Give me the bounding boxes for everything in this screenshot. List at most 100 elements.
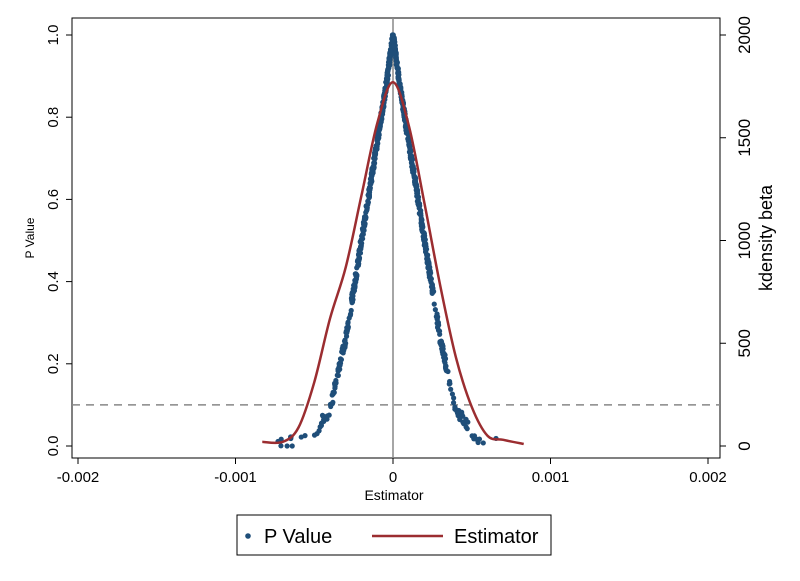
estimator-line-layer [262, 81, 524, 446]
p-value-point [415, 201, 421, 207]
p-value-point [394, 60, 400, 66]
p-value-point [429, 282, 435, 289]
p-value-point [392, 51, 398, 57]
y-tick-label: 0.8 [45, 107, 62, 128]
p-value-point [360, 231, 366, 238]
reference-lines [72, 18, 720, 458]
p-value-point [454, 410, 461, 416]
p-value-point [338, 357, 345, 363]
estimator-line [262, 81, 524, 446]
y-tick-label: 0.4 [45, 271, 62, 292]
p-value-point [318, 420, 325, 426]
p-value-point [374, 146, 380, 152]
p-value-point [330, 389, 336, 395]
p-value-point [302, 433, 308, 439]
y2-tick-label: 1500 [735, 119, 754, 157]
p-value-point [422, 233, 428, 239]
p-value-point [447, 380, 453, 387]
p-value-point [425, 256, 431, 263]
p-value-point [413, 182, 420, 188]
p-value-point [416, 205, 422, 211]
p-value-point [387, 61, 393, 67]
p-value-point [371, 164, 377, 170]
p-value-point [418, 215, 424, 221]
p-value-point [440, 343, 446, 349]
y2-tick-label: 1000 [735, 222, 754, 260]
p-value-point [409, 167, 416, 173]
p-value-point [386, 57, 392, 63]
p-value-point [311, 432, 318, 438]
y-tick-label: 0.2 [45, 353, 62, 374]
p-value-point [353, 274, 360, 280]
p-value-point [342, 337, 348, 343]
y-tick-label: 0.0 [45, 436, 62, 457]
x-tick-label: 0.002 [689, 469, 727, 486]
p-value-point [372, 156, 378, 162]
p-value-point [334, 372, 340, 378]
p-value-point [335, 366, 341, 372]
p-value-point [328, 403, 334, 410]
p-value-point [347, 312, 353, 318]
p-value-point [415, 195, 421, 201]
p-value-point [349, 298, 355, 304]
p-value-point [457, 416, 463, 423]
p-value-point [442, 356, 449, 362]
x-axis-title: Estimator [364, 487, 423, 503]
p-value-point [449, 391, 455, 397]
x-axis: -0.002 -0.001 0 0.001 0.002 [57, 458, 727, 486]
p-value-point [459, 409, 465, 415]
p-value-point [421, 237, 427, 244]
p-value-point [419, 222, 425, 228]
p-value-point [385, 66, 391, 72]
p-value-point [332, 380, 338, 386]
p-value-point [375, 131, 381, 137]
p-value-point [480, 440, 486, 446]
x-tick-label: 0 [389, 469, 397, 486]
p-value-point [450, 400, 457, 406]
p-value-point [425, 264, 431, 270]
p-value-point [391, 43, 397, 49]
p-value-point [356, 251, 362, 257]
legend: P Value Estimator [236, 514, 552, 556]
p-value-point [417, 210, 424, 216]
p-value-point [396, 81, 402, 87]
p-value-point [368, 170, 375, 176]
p-value-point [384, 72, 390, 78]
legend-label-estimator: Estimator [454, 526, 539, 548]
legend-marker-p-value [245, 533, 251, 539]
p-value-point [378, 119, 384, 125]
p-value-point [316, 428, 322, 434]
p-value-point [360, 236, 366, 242]
p-value-point [365, 199, 371, 205]
p-value-point [438, 339, 445, 345]
p-value-point [389, 32, 396, 38]
p-value-point [436, 322, 442, 328]
x-tick-label: -0.002 [57, 469, 100, 486]
p-value-point [429, 290, 435, 296]
p-value-point [405, 138, 411, 144]
p-value-point [321, 414, 327, 420]
y-axis-title: P Value [23, 217, 37, 258]
x-tick-label: 0.001 [532, 469, 570, 486]
p-value-point [452, 406, 458, 412]
p-value-point [361, 221, 368, 227]
p-value-point [339, 347, 345, 354]
p-value-point [278, 443, 284, 449]
p-value-point [368, 175, 374, 181]
p-value-point [375, 135, 381, 141]
p-value-point [409, 157, 415, 163]
p-value-point [412, 175, 418, 181]
p-value-point [361, 214, 368, 220]
p-value-point [396, 71, 402, 78]
y2-tick-label: 2000 [735, 16, 754, 54]
p-value-point [349, 292, 355, 298]
p-value-point [428, 270, 434, 276]
p-value-point [366, 186, 372, 192]
p-value-point [344, 325, 350, 331]
p-value-point [337, 362, 343, 368]
p-value-point [330, 399, 336, 405]
legend-label-p-value: P Value [264, 526, 332, 548]
p-value-point [393, 55, 399, 61]
p-value-point [431, 301, 437, 307]
